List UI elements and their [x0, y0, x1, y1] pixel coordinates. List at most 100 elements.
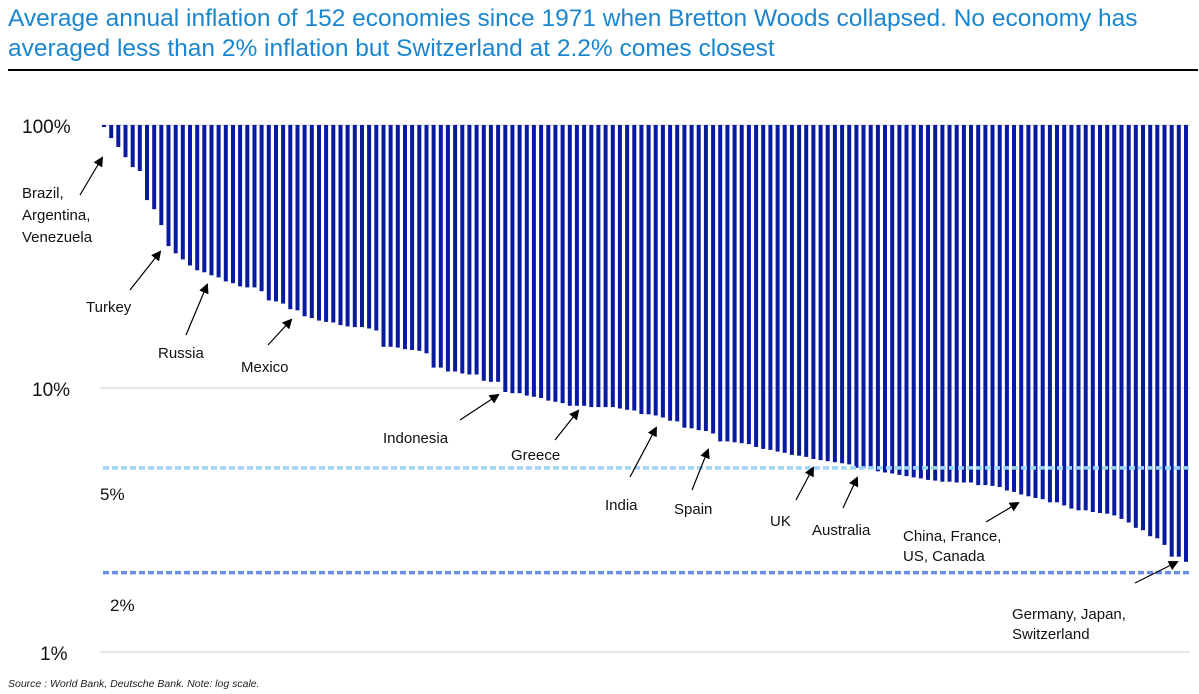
annotation-spain: Spain — [674, 501, 712, 518]
bar — [553, 125, 558, 402]
annotation-brazil-argentina-venezuela: Brazil, Argentina, Venezuela — [22, 185, 95, 246]
bar — [825, 125, 830, 462]
bar — [352, 125, 357, 328]
bar — [739, 125, 744, 444]
bar — [947, 125, 952, 482]
bar — [653, 125, 658, 416]
y-tick-label: 10% — [32, 380, 70, 401]
bar — [632, 125, 637, 411]
arrow-icon — [795, 466, 814, 501]
bar — [266, 125, 271, 301]
bar — [804, 125, 809, 457]
bar — [295, 125, 300, 311]
bar — [1055, 125, 1059, 503]
bar — [1105, 125, 1110, 514]
bar — [990, 125, 995, 486]
bar — [868, 125, 873, 469]
bar — [1026, 125, 1031, 497]
bar — [216, 125, 221, 278]
bar — [954, 125, 959, 483]
bar — [360, 125, 364, 328]
bar — [1141, 125, 1145, 531]
bar — [159, 125, 164, 226]
bar — [997, 125, 1002, 487]
bar — [1004, 125, 1009, 491]
bar — [546, 125, 551, 401]
bar — [926, 125, 930, 480]
bar — [668, 125, 673, 421]
bar — [180, 125, 185, 260]
bar — [1133, 125, 1138, 528]
bar — [438, 125, 443, 368]
arrow-icon — [985, 501, 1020, 523]
bar — [338, 125, 343, 326]
bar — [503, 125, 508, 392]
bar — [1083, 125, 1088, 511]
bar — [689, 125, 694, 429]
bar — [918, 125, 923, 479]
annotation-australia: Australia — [812, 522, 871, 539]
bar — [775, 125, 780, 452]
bar — [675, 125, 680, 422]
bar — [531, 125, 536, 397]
bar — [302, 125, 307, 317]
bar — [231, 125, 235, 284]
bar — [933, 125, 938, 481]
bar — [1098, 125, 1102, 513]
bar — [510, 125, 515, 394]
ref-label-2: 2% — [110, 596, 135, 615]
bar — [317, 125, 321, 321]
bar — [1019, 125, 1024, 495]
bar — [574, 125, 579, 406]
bar — [331, 125, 336, 323]
bar — [467, 125, 472, 375]
annotation-mexico: Mexico — [241, 359, 289, 376]
bar — [818, 125, 823, 461]
bar — [1069, 125, 1074, 509]
chart-title: Average annual inflation of 152 economie… — [8, 5, 1138, 62]
bar — [696, 125, 701, 431]
bar — [567, 125, 572, 406]
bar — [861, 125, 866, 468]
bar — [660, 125, 665, 418]
bar — [223, 125, 228, 282]
bar — [388, 125, 393, 347]
bar — [811, 125, 816, 459]
bar — [1033, 125, 1038, 498]
bar — [761, 125, 766, 449]
annotation-germany-japan-switzerland: Germany, Japan, Switzerland — [1012, 606, 1130, 643]
bar — [875, 125, 880, 472]
bar — [309, 125, 314, 319]
arrow-icon — [185, 283, 209, 336]
bar — [1076, 125, 1081, 511]
bar — [782, 125, 787, 453]
arrow-icon — [267, 318, 293, 346]
arrow-icon — [129, 250, 162, 291]
bar — [539, 125, 544, 398]
bar — [883, 125, 887, 473]
source-note: Source : World Bank, Deutsche Bank. Note… — [8, 678, 260, 690]
y-tick-label: 100% — [22, 117, 71, 138]
bar — [453, 125, 458, 372]
bar — [109, 125, 114, 139]
annotation-greece: Greece — [511, 447, 560, 464]
bar — [410, 125, 415, 350]
arrow-icon — [554, 409, 580, 441]
bar — [1184, 125, 1188, 562]
bar — [496, 125, 501, 382]
annotation-russia: Russia — [158, 345, 205, 362]
bar — [403, 125, 407, 350]
bar — [617, 125, 622, 409]
bar — [274, 125, 278, 302]
title-divider — [8, 69, 1198, 71]
bar — [754, 125, 759, 447]
bar — [639, 125, 644, 414]
bar — [145, 125, 149, 201]
bar — [188, 125, 192, 266]
bar — [1090, 125, 1095, 512]
bar — [746, 125, 751, 445]
bar — [102, 125, 106, 127]
bar — [381, 125, 386, 347]
arrow-icon — [629, 426, 657, 478]
bar — [797, 125, 802, 456]
